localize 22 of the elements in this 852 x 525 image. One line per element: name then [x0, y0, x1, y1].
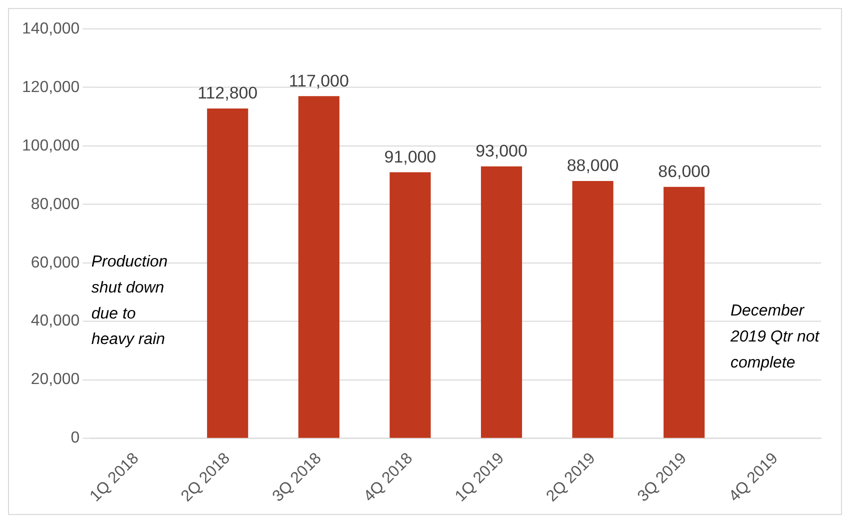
data-label: 112,800: [198, 84, 258, 103]
bar: [207, 108, 248, 438]
bar: [298, 96, 340, 438]
y-tick-label: 0: [70, 430, 80, 447]
bar: [664, 186, 705, 438]
y-tick-label: 100,000: [22, 137, 80, 154]
annotation: Production shut down due to heavy rain: [91, 254, 168, 348]
data-label: 86,000: [658, 162, 710, 182]
data-label: 91,000: [384, 147, 436, 166]
y-tick-label: 120,000: [22, 78, 80, 96]
data-label: 117,000: [288, 71, 349, 90]
y-tick-label: 80,000: [30, 196, 80, 213]
bar: [390, 172, 431, 438]
annotation: December 2019 Qtr not complete: [730, 302, 820, 372]
data-label: 88,000: [566, 156, 619, 176]
y-tick-label: 140,000: [22, 20, 80, 38]
data-label: 93,000: [476, 142, 528, 161]
y-tick-label: 40,000: [30, 312, 80, 330]
bar: [572, 180, 614, 438]
y-tick-label: 60,000: [30, 254, 80, 272]
bar: [480, 166, 522, 438]
y-tick-label: 20,000: [30, 371, 80, 388]
